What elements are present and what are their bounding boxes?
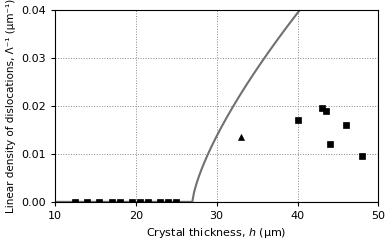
X-axis label: Crystal thickness, $h$ (μm): Crystal thickness, $h$ (μm): [147, 227, 287, 240]
Y-axis label: Linear density of dislocations, Λ⁻¹ (μm⁻¹): Linear density of dislocations, Λ⁻¹ (μm⁻…: [5, 0, 16, 213]
